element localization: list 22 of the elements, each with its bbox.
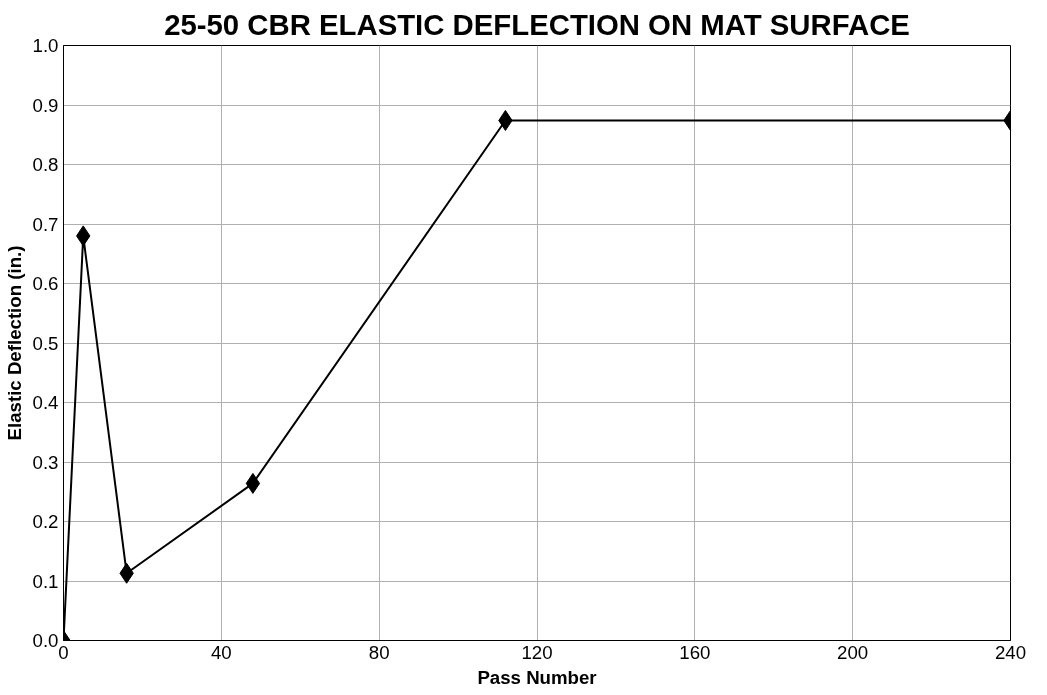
point	[245, 472, 261, 494]
y-tick-label: 0.7	[32, 213, 59, 235]
chart-title: 25-50 CBR ELASTIC DEFLECTION ON MAT SURFACE	[164, 7, 910, 41]
y-tick-label: 0.9	[32, 94, 59, 116]
x-tick-label: 200	[837, 641, 869, 663]
y-tick-label: 1.0	[32, 35, 59, 56]
y-tick-label: 0.6	[32, 273, 59, 294]
x-tick-label: 240	[994, 641, 1027, 663]
y-tick-label: 0.4	[32, 392, 59, 413]
y-tick-label: 0.0	[32, 630, 59, 651]
y-tick-label: 0.2	[32, 511, 59, 532]
x-tick-label: 0	[58, 641, 69, 663]
x-tick-label: 80	[368, 641, 390, 663]
y-tick-label: 0.1	[32, 570, 59, 592]
x-tick-label: 160	[679, 641, 711, 663]
y-tick-label: 0.5	[32, 332, 59, 354]
x-tick-label: 40	[210, 641, 232, 663]
y-tick-label: 0.3	[32, 451, 59, 473]
y-axis-title: Elastic Deflection (in.)	[3, 245, 25, 441]
x-axis-title: Pass Number	[477, 666, 597, 688]
y-tick-label: 0.8	[32, 154, 59, 175]
x-tick-label: 120	[521, 641, 553, 663]
